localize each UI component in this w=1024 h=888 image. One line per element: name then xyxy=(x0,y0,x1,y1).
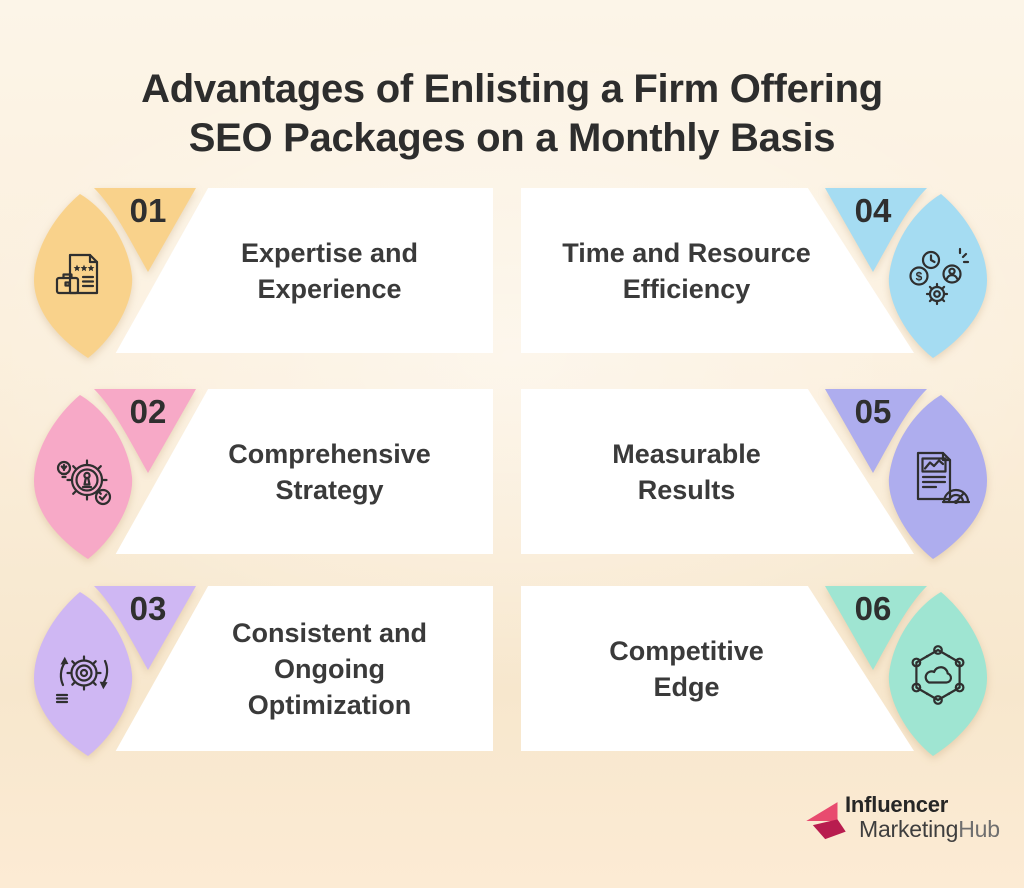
leaf-shape xyxy=(888,194,987,358)
item-number: 04 xyxy=(854,192,892,229)
leaf-decoration xyxy=(34,586,196,756)
item-number: 05 xyxy=(854,393,892,430)
leaf-decoration xyxy=(825,586,987,756)
brand-name-line2: MarketingHub xyxy=(859,816,1000,843)
leaf-shape xyxy=(34,395,133,559)
number-wedge xyxy=(94,188,196,272)
advantage-item-05: 05 Measurable Results xyxy=(521,389,991,561)
item-label: Measurable Results xyxy=(612,438,761,505)
page-title: Advantages of Enlisting a Firm Offering … xyxy=(141,66,883,160)
briefcase-document-icon xyxy=(55,253,99,295)
number-wedge xyxy=(94,586,196,670)
leaf-decoration xyxy=(825,188,987,358)
number-wedge xyxy=(825,188,927,272)
leaf-shape xyxy=(888,592,987,756)
number-wedge xyxy=(825,389,927,473)
advantage-item-02: 02 Comprehensive Strategy xyxy=(30,389,493,561)
time-money-people-gear-icon: $ xyxy=(909,247,970,306)
advantage-item-06: 06 Competitive Edge xyxy=(521,586,991,758)
item-label: Time and Resource Efficiency xyxy=(562,237,811,304)
leaf-decoration xyxy=(34,389,196,559)
item-number: 03 xyxy=(129,590,167,627)
item-number: 01 xyxy=(129,192,167,229)
brand-hub: Hub xyxy=(958,816,1000,842)
advantage-item-04: 04 $ Time and Resource Efficiency xyxy=(521,188,991,360)
number-wedge xyxy=(825,586,927,670)
item-number: 06 xyxy=(854,590,892,627)
network-cloud-icon xyxy=(911,645,965,705)
brand-marketing: Marketing xyxy=(859,816,959,842)
item-label: Consistent and Ongoing Optimization xyxy=(231,617,427,720)
item-number: 02 xyxy=(129,393,167,430)
advantage-item-03: 03 Consistent and Ongoing Optimization xyxy=(30,586,493,758)
strategy-gear-chess-icon xyxy=(56,459,112,506)
brand-arrow-icon xyxy=(806,802,846,840)
brand-name-line1: Influencer xyxy=(845,792,949,817)
item-label: Competitive Edge xyxy=(609,635,764,702)
optimization-cycle-gear-icon xyxy=(55,655,109,704)
item-card: Expertise and Experience xyxy=(115,188,493,353)
report-gauge-icon xyxy=(916,451,970,504)
svg-text:$: $ xyxy=(916,270,923,284)
item-label: Expertise and Experience xyxy=(240,237,419,304)
leaf-shape xyxy=(34,592,133,756)
item-label: Comprehensive Strategy xyxy=(228,438,431,505)
number-wedge xyxy=(94,389,196,473)
advantage-item-01: 01 Expertise and Experience xyxy=(30,188,493,360)
